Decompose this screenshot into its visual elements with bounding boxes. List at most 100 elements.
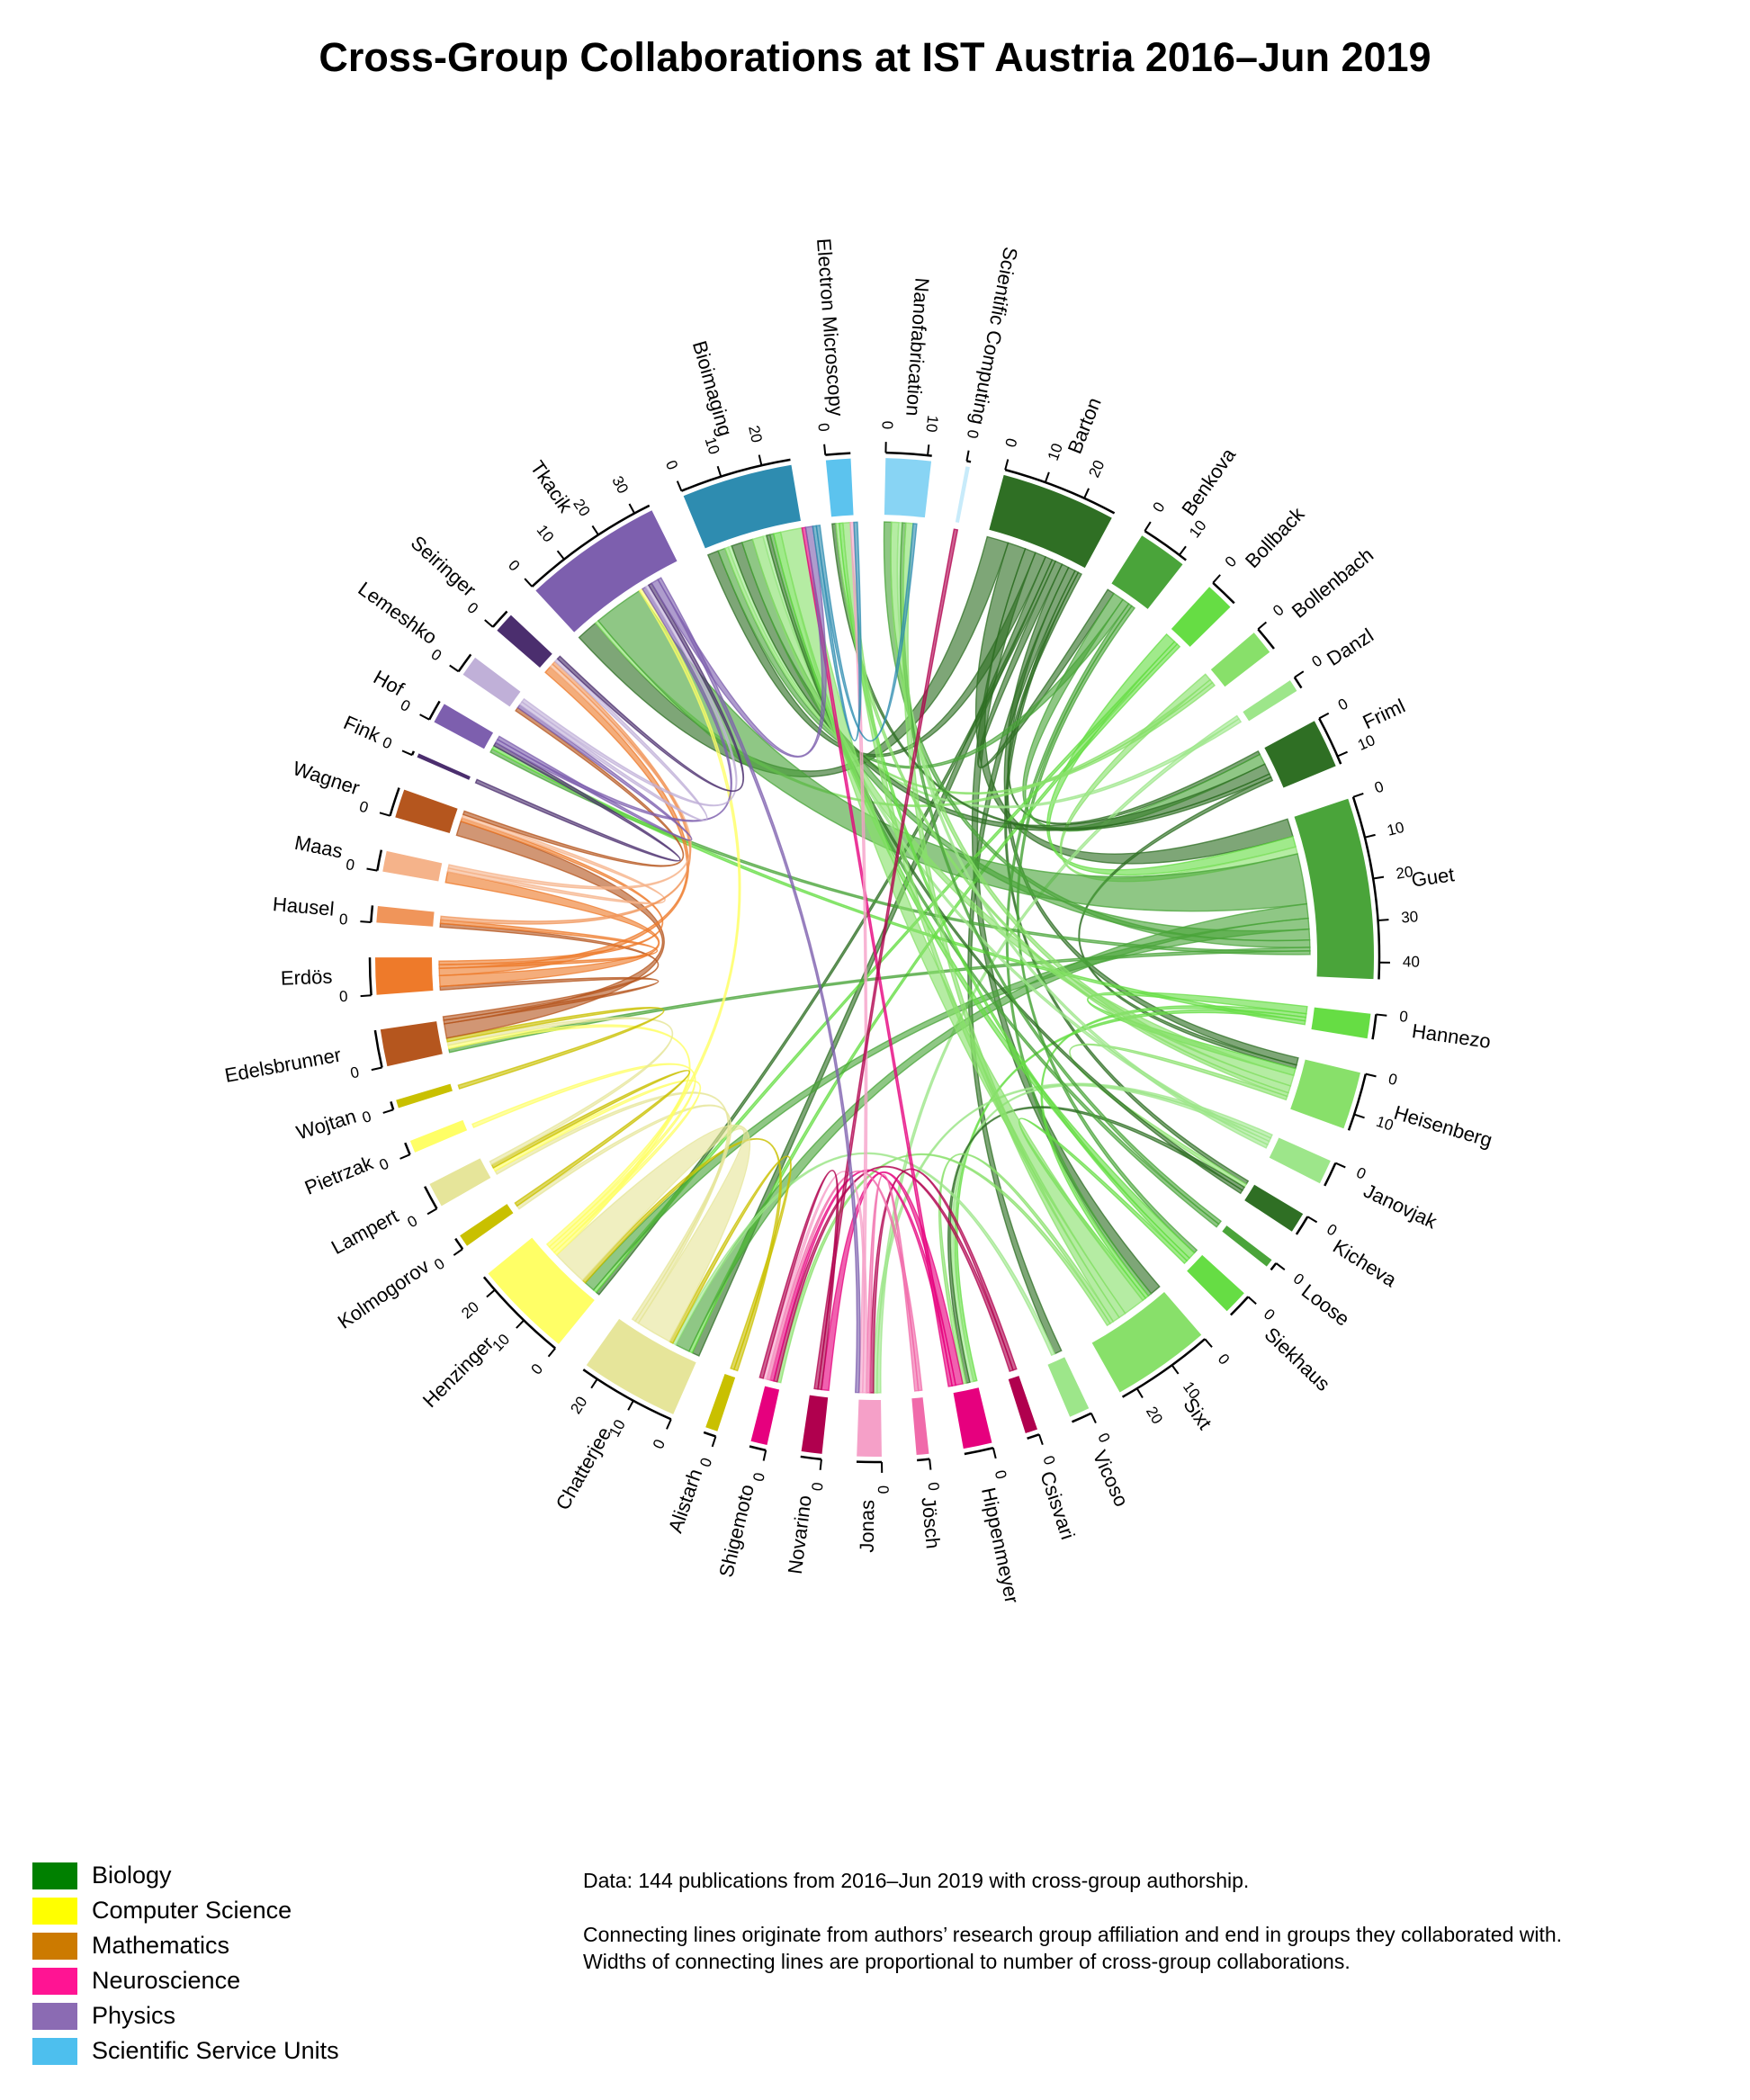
tick-mark [486,1288,496,1298]
group-arc-csisvari [1008,1376,1037,1434]
tick-mark [547,1347,556,1358]
link-lemeshko-tkacik [521,584,738,807]
group-label-danzl: Danzl [1323,624,1378,670]
link-hannezo-hof [491,744,1306,1026]
group-arc-wagner [395,789,458,834]
tick-label: 0 [463,599,481,618]
group-axis-bollback [1212,581,1235,605]
group-arc-electron-microscopy [825,458,854,517]
tick-mark [1376,1013,1387,1017]
link-benkova-bioimaging [717,547,1130,769]
group-axis-maas [376,849,383,871]
legend-label: Computer Science [92,1897,292,1924]
group-axis-erd-s [368,957,372,996]
link-barton-sixt [971,548,1161,1295]
link-edelsbrunner-hausel [439,922,660,1021]
tick-label: 0 [1335,695,1351,713]
link-csisvari-jonas [869,1168,1018,1394]
tick-label: 0 [377,1155,391,1174]
link-henzinger-edelsbrunner [447,1024,691,1248]
tick-mark [929,1458,932,1470]
link-siekhaus-electron-microscopy [839,522,1190,1262]
tick-label: 0 [357,798,370,817]
link-j-sch-jonas [866,1173,920,1394]
link-friml-electron-microscopy [831,523,1272,831]
tick-label: 0 [431,1255,448,1274]
tick-mark [1037,1434,1044,1446]
group-axis-hannezo [1371,1014,1378,1040]
group-label-wojtan: Wojtan [293,1105,358,1144]
tick-mark [1306,1216,1318,1224]
group-arc-benkova [1111,535,1183,609]
link-barton-tkacik [578,535,1010,777]
page-title: Cross-Group Collaborations at IST Austri… [319,34,1431,80]
group-arc-danzl [1243,680,1297,722]
group-axis-friml [1318,717,1342,765]
tick-label: 0 [1398,1008,1409,1026]
group-label-janovjak: Janovjak [1360,1180,1441,1234]
tick-label: 0 [875,1485,892,1494]
tick-label: 0 [505,557,523,575]
group-arc-scientific-computing [955,466,970,524]
link-sixt-shigemoto [776,1153,1111,1384]
tick-label: 30 [608,473,632,497]
tick-label: 10 [534,522,558,546]
link-tkacik-bioimaging [651,525,827,758]
group-label-alistarh: Alistarh [664,1466,707,1536]
group-label-maas: Maas [292,831,345,863]
group-arc-bioimaging [683,464,801,549]
link-sixt-nanofabrication [902,522,1120,1323]
legend-label: Physics [92,2002,176,2029]
tick-mark [1178,545,1187,556]
link-seiringer-tkacik [556,582,745,793]
group-label-bioimaging: Bioimaging [688,338,737,439]
group-arc-lampert [429,1158,491,1207]
group-label-chatterjee: Chatterjee [552,1423,616,1514]
group-label-csisvari: Csisvari [1036,1468,1079,1542]
group-axis-guet [1351,796,1381,980]
group-arc-hannezo [1311,1007,1371,1039]
group-arc-jonas [857,1399,882,1458]
legend-swatch [32,1932,77,1960]
link-heisenberg-electron-microscopy [835,522,1289,1098]
link-erd-s-wagner [438,817,664,965]
legend-item: Biology [32,1858,339,1893]
tick-label: 0 [1324,1221,1340,1240]
tick-mark [676,480,683,492]
group-arc-seiringer [497,615,552,668]
link-hof-lemeshko [496,704,693,841]
tick-label: 0 [662,458,681,472]
group-arc-siekhaus [1187,1254,1244,1312]
link-sixt-hippenmeyer [938,1153,1115,1385]
link-guet-hof [489,748,1311,956]
link-csisvari-shigemoto [773,1165,1014,1383]
group-label-bollenbach: Bollenbach [1288,543,1378,623]
tick-label: 0 [809,1482,827,1492]
group-axis-kolmogorov [454,1237,464,1250]
link-lemeshko-seiringer [518,658,708,821]
group-axis-fink [410,750,416,756]
link-guet-tkacik [597,589,1308,912]
group-arc-sixt [1091,1291,1202,1393]
tick-label: 0 [405,1212,421,1231]
tick-label: 0 [1290,1270,1307,1288]
group-label-shigemoto: Shigemoto [714,1482,758,1579]
link-jonas-electron-microscopy [849,521,868,1394]
tick-label: 10 [1186,517,1210,542]
legend: Biology Computer Science Mathematics Neuros… [32,1858,339,2069]
tick-mark [627,1400,634,1411]
group-arc-chatterjee [586,1318,696,1414]
group-arc-maas [382,850,443,882]
tick-label: 10 [922,415,941,434]
tick-label: 20 [1395,863,1414,883]
tick-mark [1171,1364,1180,1375]
tick-label: 0 [1372,778,1386,797]
tick-label: 40 [1403,953,1420,970]
group-axis-siekhaus [1229,1296,1250,1316]
tick-label: 0 [398,696,413,715]
tick-mark [449,664,460,673]
group-arc-j-sch [911,1397,929,1456]
legend-item: Computer Science [32,1893,339,1928]
link-kolmogorov-lampert [490,1069,690,1207]
tick-mark [360,920,372,924]
